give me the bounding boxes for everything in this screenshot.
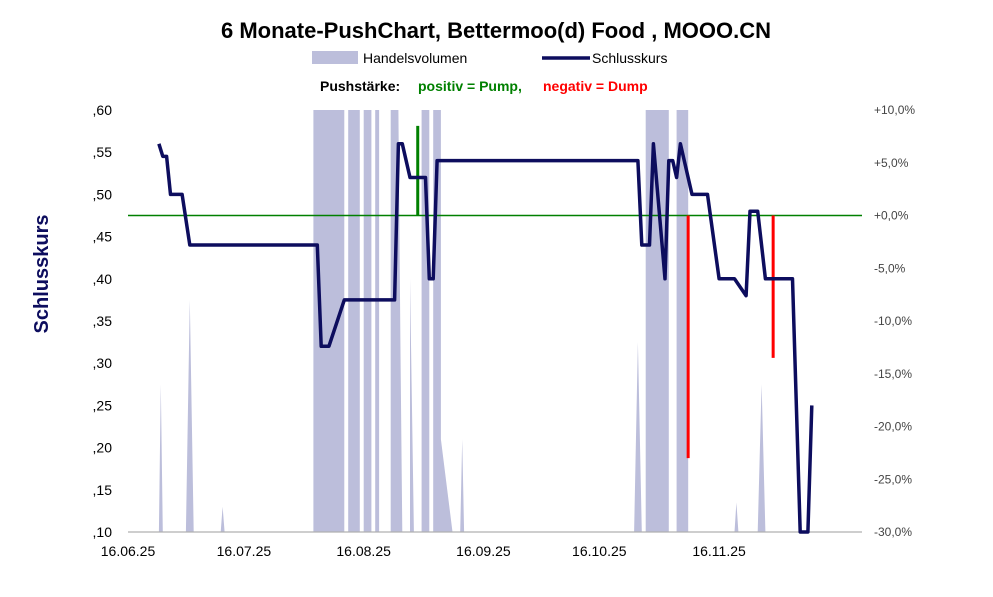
y-tick-label: ,50 [93, 186, 113, 202]
x-tick-label: 16.10.25 [572, 543, 627, 559]
close-line-layer [157, 142, 814, 534]
legend-volume-swatch [312, 51, 358, 64]
x-tick-label: 16.06.25 [101, 543, 156, 559]
y2-tick-label: +5,0% [874, 156, 909, 170]
y-ticks-left: ,10 ,15 ,20 ,25 ,30 ,35 ,40 ,45 ,50 ,55 ,60 [93, 102, 113, 540]
push-legend: Pushstärke: positiv = Pump, negativ = Du… [320, 78, 648, 94]
x-tick-label: 16.09.25 [456, 543, 511, 559]
y2-tick-label: +0,0% [874, 209, 909, 223]
y-tick-label: ,25 [93, 397, 113, 413]
x-tick-label: 16.08.25 [336, 543, 391, 559]
y-tick-label: ,30 [93, 355, 113, 371]
y-tick-label: ,10 [93, 524, 113, 540]
x-tick-label: 16.11.25 [692, 543, 746, 559]
push-legend-positive: positiv = Pump, [418, 78, 522, 94]
legend-close-label: Schlusskurs [592, 50, 667, 66]
volume-area-layer [158, 110, 766, 532]
y2-tick-label: -10,0% [874, 314, 912, 328]
y-tick-label: ,40 [93, 271, 113, 287]
y2-tick-label: -30,0% [874, 525, 912, 539]
y2-tick-label: -15,0% [874, 367, 912, 381]
y-tick-label: ,35 [93, 313, 113, 329]
legend: Handelsvolumen Schlusskurs [312, 50, 667, 66]
y-tick-label: ,45 [93, 229, 113, 245]
y-axis-title: Schlusskurs [31, 215, 53, 334]
axis-layer [128, 214, 862, 533]
y-tick-label: ,55 [93, 144, 113, 160]
volume-area [158, 110, 766, 532]
chart-title: 6 Monate-PushChart, Bettermoo(d) Food , … [221, 18, 771, 43]
push-bars-layer [416, 125, 775, 459]
y-tick-label: ,20 [93, 440, 113, 456]
close-price-line [157, 142, 814, 534]
push-legend-prefix: Pushstärke: [320, 78, 400, 94]
x-tick-label: 16.07.25 [217, 543, 272, 559]
y2-tick-label: -20,0% [874, 420, 912, 434]
push-legend-negative: negativ = Dump [543, 78, 648, 94]
x-ticks: 16.06.25 16.07.25 16.08.25 16.09.25 16.10.25… [101, 543, 746, 559]
y-tick-label: ,60 [93, 102, 113, 118]
y2-tick-label: -25,0% [874, 472, 912, 486]
y2-tick-label: +10,0% [874, 103, 915, 117]
legend-volume-label: Handelsvolumen [363, 50, 467, 66]
y-ticks-right: -30,0% -25,0% -20,0% -15,0% -10,0% -5,0% +0,0%… [874, 103, 915, 539]
y2-tick-label: -5,0% [874, 261, 906, 275]
y-tick-label: ,15 [93, 482, 113, 498]
